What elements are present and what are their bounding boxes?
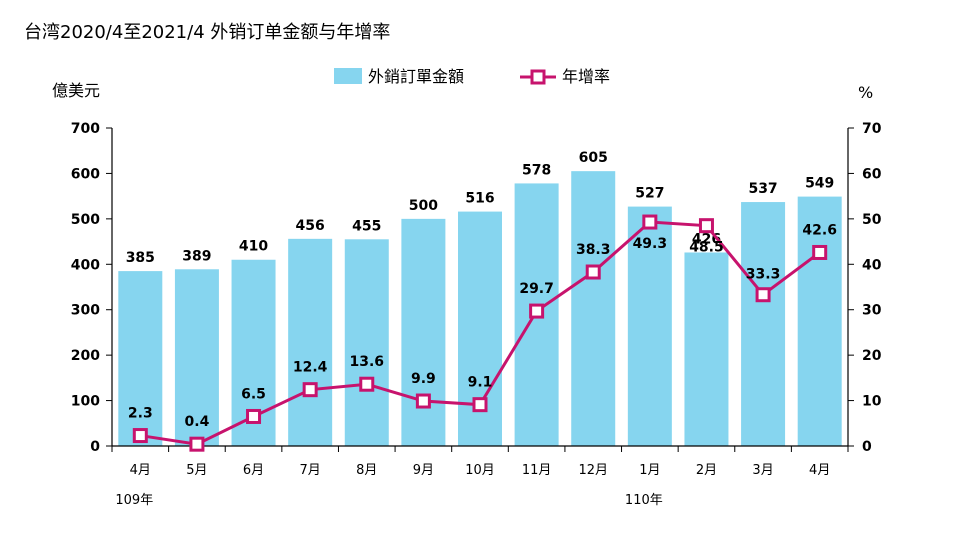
bar	[288, 238, 333, 446]
line-value-label: 42.6	[802, 222, 837, 238]
line-point	[755, 287, 771, 303]
legend: 外銷訂單金額 年增率	[334, 67, 610, 86]
x-tick-label: 4月	[809, 463, 830, 478]
line-point	[472, 397, 488, 413]
line-value-label: 12.4	[293, 360, 328, 376]
page-title: 台湾2020/4至2021/4 外销订单金额与年增率	[24, 22, 391, 43]
y-axis-right-label: %	[858, 83, 873, 102]
line-value-label: 2.3	[128, 406, 153, 422]
y-tick-label-right: 50	[862, 212, 882, 228]
legend-line-marker	[530, 69, 546, 85]
bar	[401, 218, 446, 446]
y-tick-label-left: 700	[71, 121, 100, 137]
y-tick-label-left: 400	[71, 257, 100, 273]
x-tick-label: 3月	[752, 463, 773, 478]
line-point	[642, 214, 658, 230]
line-point	[359, 376, 375, 392]
x-tick-label: 9月	[413, 463, 434, 478]
bar	[627, 206, 672, 446]
bar-value-label: 500	[409, 198, 438, 214]
legend-bar-label: 外銷訂單金額	[368, 67, 464, 86]
year-label: 109年	[115, 493, 153, 508]
bar-value-label: 605	[579, 150, 608, 166]
line-point	[529, 303, 545, 319]
bar-value-label: 578	[522, 162, 551, 178]
x-tick-label: 10月	[465, 463, 495, 478]
y-tick-label-right: 60	[862, 166, 882, 182]
bar	[344, 239, 389, 446]
line-value-label: 6.5	[241, 386, 266, 402]
legend-line-label: 年增率	[562, 67, 610, 86]
line-point	[189, 436, 205, 452]
line-point	[415, 393, 431, 409]
line-point	[246, 408, 262, 424]
bar	[741, 202, 786, 446]
bar-value-label: 410	[239, 239, 268, 255]
bar-value-label: 385	[126, 250, 155, 266]
year-label: 110年	[625, 493, 663, 508]
y-tick-label-right: 20	[862, 348, 882, 364]
line-value-label: 29.7	[519, 281, 554, 297]
y-tick-label-left: 0	[90, 439, 100, 455]
x-tick-label: 5月	[186, 463, 207, 478]
y-tick-label-right: 10	[862, 394, 882, 410]
x-tick-label: 6月	[243, 463, 264, 478]
y-tick-label-left: 100	[71, 394, 100, 410]
line-value-label: 0.4	[185, 414, 210, 430]
line-value-label: 13.6	[349, 354, 384, 370]
bar-value-label: 549	[805, 176, 834, 192]
line-value-label: 38.3	[576, 242, 611, 258]
x-tick-label: 11月	[522, 463, 552, 478]
bar	[174, 269, 219, 446]
bar	[797, 196, 842, 446]
line-value-label: 33.3	[746, 267, 781, 283]
x-tick-label: 8月	[356, 463, 377, 478]
y-tick-label-right: 70	[862, 121, 882, 137]
line-point	[812, 244, 828, 260]
line-point	[698, 218, 714, 234]
line-value-label: 9.1	[468, 375, 493, 391]
line-point	[585, 264, 601, 280]
bar-value-label: 537	[748, 181, 777, 197]
legend-bar-swatch	[334, 68, 362, 84]
line-value-label: 9.9	[411, 371, 436, 387]
y-tick-label-right: 40	[862, 257, 882, 273]
y-tick-label-left: 600	[71, 166, 100, 182]
bar-value-label: 389	[182, 248, 211, 264]
line-point	[132, 428, 148, 444]
bar-value-label: 527	[635, 186, 664, 202]
y-tick-label-left: 500	[71, 212, 100, 228]
plot-area: 0 100 200 300 400 500 600 700 0 10 20 30 40 50 60 70 4月 5…	[71, 121, 882, 508]
x-tick-label: 2月	[696, 463, 717, 478]
y-axis-left-label: 億美元	[52, 81, 100, 100]
x-tick-label: 1月	[639, 463, 660, 478]
line-point	[302, 382, 318, 398]
y-tick-label-right: 0	[862, 439, 872, 455]
line-value-label: 49.3	[633, 236, 668, 252]
x-tick-label: 4月	[130, 463, 151, 478]
x-tick-label: 12月	[578, 463, 608, 478]
line-value-label: 48.5	[689, 240, 724, 256]
bar-value-label: 455	[352, 218, 381, 234]
y-tick-label-left: 200	[71, 348, 100, 364]
bar-value-label: 456	[296, 218, 325, 234]
bar	[571, 171, 616, 446]
bar-value-label: 516	[465, 191, 494, 207]
y-tick-label-left: 300	[71, 303, 100, 319]
bar	[684, 252, 729, 446]
y-tick-label-right: 30	[862, 303, 882, 319]
x-tick-label: 7月	[300, 463, 321, 478]
bar	[118, 271, 163, 446]
